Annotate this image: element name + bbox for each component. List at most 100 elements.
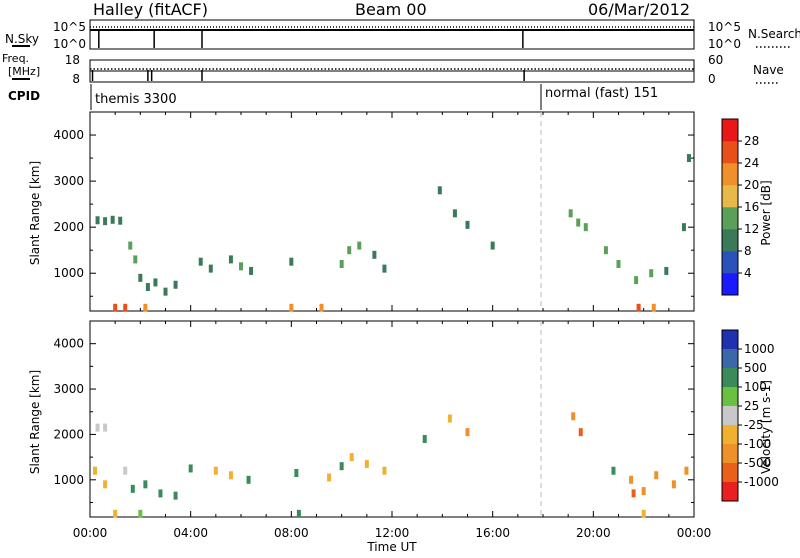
power-data-point <box>228 255 233 264</box>
colorbar-tick-label: -500 <box>744 456 771 470</box>
x-tick-label: 04:00 <box>173 526 208 540</box>
station-title: Halley (fitACF) <box>93 0 208 19</box>
velocity-data-point <box>654 471 659 480</box>
colorbar-tick-label: 12 <box>744 222 759 236</box>
velocity-data-point <box>465 428 470 437</box>
velocity-panel-frame <box>89 320 695 518</box>
power-axes: 1000 2000 3000 4000 <box>53 111 695 311</box>
colorbar-swatch <box>722 330 738 350</box>
freq-marks <box>90 68 694 81</box>
power-data-point <box>616 260 621 269</box>
velocity-data-point <box>631 489 636 498</box>
cpid-label: CPID <box>8 89 40 103</box>
velocity-data-point <box>113 509 118 518</box>
nsearch-tick-top: 10^5 <box>708 20 741 34</box>
velocity-data-point <box>578 428 583 437</box>
power-data-point <box>437 186 442 195</box>
velocity-data-point <box>339 462 344 471</box>
power-data-point <box>568 209 573 218</box>
velocity-data-point <box>95 423 100 432</box>
velocity-data-point <box>123 466 128 475</box>
colorbar-tick-label: 28 <box>744 134 759 148</box>
colorbar-tick-label: 24 <box>744 156 759 170</box>
colorbar-tick-label: 8 <box>744 244 752 258</box>
colorbar-frame <box>721 329 739 502</box>
colorbar-swatch <box>722 273 738 296</box>
power-panel-frame <box>89 111 695 312</box>
velocity-data-point <box>103 480 108 489</box>
power-data-point <box>153 278 158 287</box>
velocity-data-point <box>296 509 301 518</box>
freq-tick-bottom: 8 <box>72 72 80 86</box>
x-tick-label: 00:00 <box>677 526 712 540</box>
nsky-tick-top: 10^5 <box>53 20 86 34</box>
nsearch-label: N.Search <box>748 27 800 41</box>
velocity-data-point <box>422 434 427 443</box>
power-data-point <box>339 260 344 269</box>
y-tick-label: 2000 <box>53 220 84 234</box>
power-data-point <box>347 246 352 255</box>
power-colorbar: 4 8 12 16 20 24 28 <box>721 118 759 296</box>
y-tick-label: 1000 <box>53 266 84 280</box>
colorbar-tick-label: 1000 <box>744 342 775 356</box>
colorbar-swatch <box>722 387 738 407</box>
x-tick-label: 16:00 <box>475 526 510 540</box>
nave-tick-bottom: 0 <box>708 72 716 86</box>
velocity-data-point <box>93 466 98 475</box>
velocity-data-point <box>130 484 135 493</box>
power-data-point <box>357 241 362 250</box>
colorbar-tick-label: 16 <box>744 200 759 214</box>
colorbar-tick-label: -100 <box>744 437 771 451</box>
velocity-data-point <box>684 466 689 475</box>
velocity-data-point <box>188 464 193 473</box>
velocity-axes: 1000 2000 3000 4000 <box>53 320 695 517</box>
power-data-point <box>452 209 457 218</box>
colorbar-tick-label: 4 <box>744 266 752 280</box>
colorbar-swatch <box>722 482 738 502</box>
colorbar-tick-label: 20 <box>744 178 759 192</box>
power-colorbar-title: Power [dB] <box>759 180 773 245</box>
velocity-data-point <box>382 466 387 475</box>
colorbar-swatch <box>722 207 738 230</box>
date-title: 06/Mar/2012 <box>588 0 690 19</box>
colorbar-swatch <box>722 425 738 445</box>
colorbar-tick-label: -1000 <box>744 475 779 489</box>
power-y-axis-title: Slant Range [km] <box>28 161 42 265</box>
power-data-point <box>465 220 470 229</box>
power-data-point <box>382 264 387 273</box>
power-data-point <box>173 280 178 289</box>
colorbar-swatch <box>722 349 738 369</box>
power-data-point <box>681 223 686 232</box>
cpid-segment-1: themis 3300 <box>95 92 177 107</box>
velocity-colorbar-title: Velocity [m s-1] <box>759 380 773 474</box>
power-data-point <box>249 266 254 275</box>
power-data-point <box>138 273 143 282</box>
colorbar-swatch <box>722 368 738 388</box>
power-data-point <box>686 154 691 163</box>
nsky-tick-bottom: 10^0 <box>53 37 86 51</box>
nave-label: Nave <box>753 63 784 77</box>
freq-label-2: [MHz] <box>8 65 40 78</box>
nsky-strip-frame <box>89 19 695 50</box>
power-data-point <box>634 276 639 285</box>
power-data-point <box>664 266 669 275</box>
power-data-point <box>145 283 150 292</box>
x-tick-label: 12:00 <box>375 526 410 540</box>
velocity-data-point <box>103 423 108 432</box>
colorbar-swatch <box>722 119 738 142</box>
y-tick-label: 4000 <box>53 337 84 351</box>
power-data-point <box>576 218 581 227</box>
power-data-point <box>95 216 100 225</box>
power-data-point <box>103 217 108 226</box>
power-data-point <box>143 303 148 312</box>
power-data-point <box>603 246 608 255</box>
velocity-y-axis-title: Slant Range [km] <box>28 370 42 474</box>
x-axis-title: Time UT <box>366 540 417 554</box>
power-data-point <box>651 303 656 312</box>
power-data-point <box>123 303 128 312</box>
colorbar-swatch <box>722 444 738 464</box>
velocity-marks <box>93 412 689 518</box>
velocity-data-point <box>364 459 369 468</box>
